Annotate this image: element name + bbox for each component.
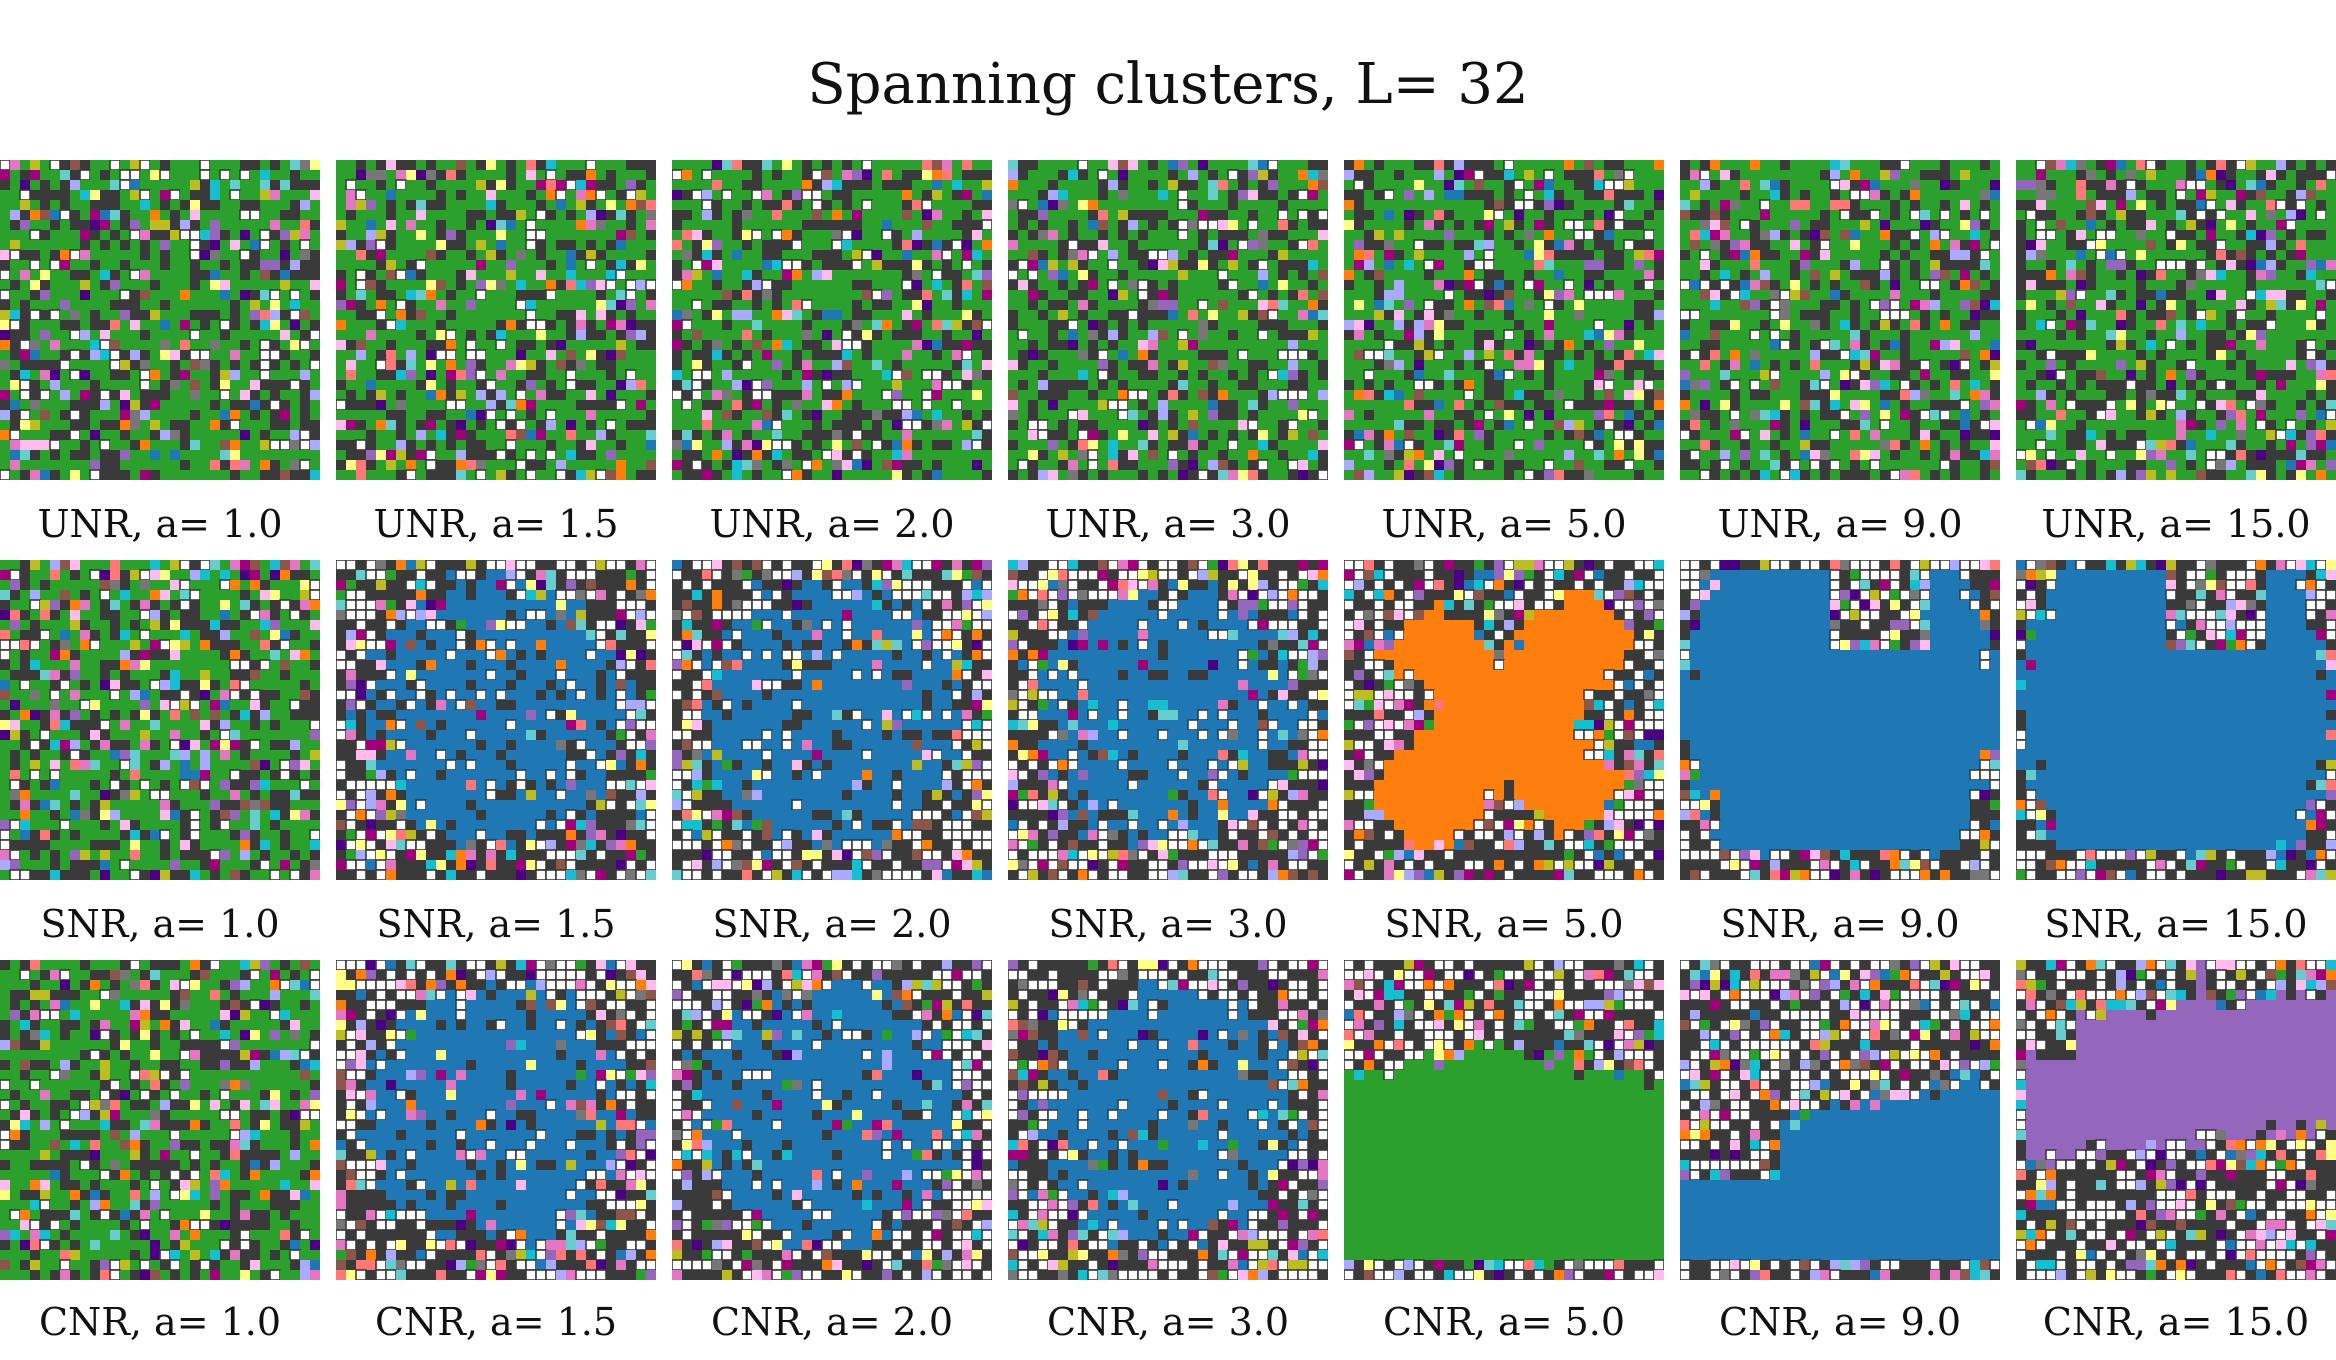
panel-caption: UNR, a= 15.0 bbox=[2006, 502, 2336, 546]
panel-caption: SNR, a= 3.0 bbox=[998, 902, 1338, 946]
cluster-lattice bbox=[1344, 160, 1664, 480]
panel-caption: SNR, a= 2.0 bbox=[662, 902, 1002, 946]
panel-caption: CNR, a= 1.5 bbox=[326, 1300, 666, 1344]
panel-caption: UNR, a= 5.0 bbox=[1334, 502, 1674, 546]
panel-caption: CNR, a= 1.0 bbox=[0, 1300, 330, 1344]
panel-caption: SNR, a= 1.0 bbox=[0, 902, 330, 946]
cluster-lattice bbox=[336, 960, 656, 1280]
cluster-lattice bbox=[1008, 160, 1328, 480]
panel-caption: SNR, a= 9.0 bbox=[1670, 902, 2010, 946]
cluster-lattice bbox=[1344, 960, 1664, 1280]
panel-caption: CNR, a= 2.0 bbox=[662, 1300, 1002, 1344]
cluster-lattice bbox=[0, 160, 320, 480]
lattice-panel-cnr-4 bbox=[1344, 960, 1664, 1280]
lattice-panel-cnr-1 bbox=[336, 960, 656, 1280]
panel-caption: UNR, a= 1.5 bbox=[326, 502, 666, 546]
panel-caption: UNR, a= 1.0 bbox=[0, 502, 330, 546]
lattice-panel-unr-6 bbox=[2016, 160, 2336, 480]
panel-caption: CNR, a= 9.0 bbox=[1670, 1300, 2010, 1344]
cluster-lattice bbox=[672, 160, 992, 480]
figure-title: Spanning clusters, L= 32 bbox=[0, 52, 2336, 117]
lattice-panel-cnr-6 bbox=[2016, 960, 2336, 1280]
panel-caption: CNR, a= 3.0 bbox=[998, 1300, 1338, 1344]
lattice-panel-cnr-3 bbox=[1008, 960, 1328, 1280]
lattice-panel-snr-2 bbox=[672, 560, 992, 880]
lattice-panel-snr-3 bbox=[1008, 560, 1328, 880]
panel-caption: CNR, a= 15.0 bbox=[2006, 1300, 2336, 1344]
cluster-lattice bbox=[1008, 560, 1328, 880]
lattice-panel-snr-5 bbox=[1680, 560, 2000, 880]
cluster-lattice bbox=[0, 960, 320, 1280]
lattice-panel-unr-0 bbox=[0, 160, 320, 480]
panel-caption: SNR, a= 15.0 bbox=[2006, 902, 2336, 946]
lattice-panel-snr-6 bbox=[2016, 560, 2336, 880]
lattice-panel-snr-4 bbox=[1344, 560, 1664, 880]
panel-caption: SNR, a= 5.0 bbox=[1334, 902, 1674, 946]
cluster-lattice bbox=[336, 560, 656, 880]
panel-caption: UNR, a= 3.0 bbox=[998, 502, 1338, 546]
cluster-lattice bbox=[2016, 960, 2336, 1280]
lattice-panel-unr-4 bbox=[1344, 160, 1664, 480]
lattice-panel-cnr-0 bbox=[0, 960, 320, 1280]
lattice-panel-cnr-2 bbox=[672, 960, 992, 1280]
lattice-panel-unr-5 bbox=[1680, 160, 2000, 480]
lattice-panel-unr-2 bbox=[672, 160, 992, 480]
lattice-panel-cnr-5 bbox=[1680, 960, 2000, 1280]
lattice-panel-snr-1 bbox=[336, 560, 656, 880]
cluster-lattice bbox=[2016, 560, 2336, 880]
cluster-lattice bbox=[1680, 960, 2000, 1280]
lattice-panel-snr-0 bbox=[0, 560, 320, 880]
cluster-lattice bbox=[672, 560, 992, 880]
cluster-lattice bbox=[1344, 560, 1664, 880]
cluster-lattice bbox=[336, 160, 656, 480]
panel-caption: UNR, a= 9.0 bbox=[1670, 502, 2010, 546]
panel-caption: CNR, a= 5.0 bbox=[1334, 1300, 1674, 1344]
cluster-lattice bbox=[2016, 160, 2336, 480]
lattice-panel-unr-1 bbox=[336, 160, 656, 480]
panel-caption: SNR, a= 1.5 bbox=[326, 902, 666, 946]
cluster-lattice bbox=[1680, 560, 2000, 880]
cluster-lattice bbox=[672, 960, 992, 1280]
cluster-lattice bbox=[1680, 160, 2000, 480]
lattice-panel-unr-3 bbox=[1008, 160, 1328, 480]
cluster-lattice bbox=[0, 560, 320, 880]
cluster-lattice bbox=[1008, 960, 1328, 1280]
panel-caption: UNR, a= 2.0 bbox=[662, 502, 1002, 546]
